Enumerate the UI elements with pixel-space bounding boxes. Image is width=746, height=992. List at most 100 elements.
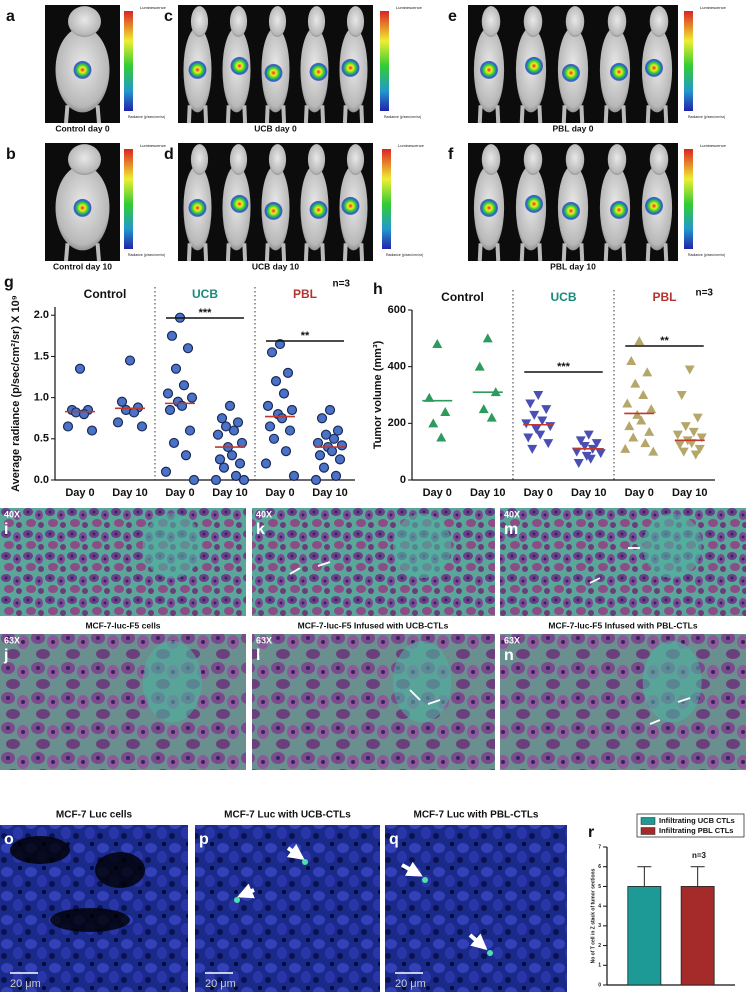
y-tick-label: 600 — [388, 304, 406, 316]
data-point — [238, 474, 250, 486]
y-tick-label: 1 — [598, 963, 601, 969]
tumor-signal — [264, 201, 283, 220]
data-point — [644, 426, 655, 436]
mouse-head — [523, 144, 543, 175]
data-point — [316, 413, 328, 424]
x-tick-label: Day 0 — [165, 487, 194, 499]
group-label: PBL — [653, 290, 677, 304]
note: n=3 — [692, 851, 707, 860]
data-point — [541, 405, 552, 415]
scale-label: 20 μm — [10, 978, 41, 990]
data-point — [573, 459, 584, 468]
tumor-signal — [341, 196, 360, 215]
data-point — [591, 439, 602, 449]
mouse-leg — [663, 243, 669, 262]
y-tick-label: 0 — [400, 474, 406, 486]
colorbar-title: Luminescence — [700, 5, 727, 10]
mouse-leg — [359, 243, 365, 262]
colorbar-unit: Radiance (p/sec/cm²/sr) — [128, 253, 165, 257]
data-point — [234, 458, 246, 469]
data-point — [440, 407, 451, 416]
panel-letter: f — [448, 146, 454, 163]
mouse-head — [523, 6, 543, 37]
data-point — [186, 392, 198, 403]
data-point — [638, 390, 649, 399]
histology-caption: MCF-7-luc-F5 Infused with PBL-CTLs — [548, 620, 697, 630]
mouse-leg — [663, 105, 669, 124]
panel-letter: b — [6, 146, 16, 163]
histology-image — [0, 634, 246, 770]
data-point — [674, 440, 685, 450]
data-point — [474, 361, 485, 371]
legend-label: Infiltrating UCB CTLs — [659, 816, 735, 825]
data-point — [690, 450, 701, 460]
data-point — [164, 404, 176, 416]
y-tick-label: 3 — [598, 923, 601, 929]
y-tick-label: 2.0 — [34, 309, 49, 321]
panel-letter: h — [373, 281, 383, 298]
tumor-signal — [480, 60, 498, 79]
mouse-head — [565, 6, 585, 37]
y-axis-label: Tumor volume (mm³) — [372, 340, 384, 449]
histology-image — [500, 508, 746, 616]
group-label: UCB — [192, 287, 218, 301]
data-point — [86, 425, 98, 436]
colorbar — [380, 11, 389, 111]
mouse-leg — [320, 105, 326, 124]
x-tick-label: Day 10 — [212, 487, 247, 499]
mouse-leg — [477, 105, 483, 124]
panel-letter: k — [256, 521, 265, 538]
data-point — [626, 356, 637, 365]
x-tick-label: Day 0 — [524, 487, 553, 499]
data-point — [478, 404, 489, 414]
data-point — [624, 421, 635, 431]
data-point — [642, 367, 653, 377]
data-point — [128, 407, 140, 418]
y-tick-label: 7 — [598, 844, 601, 850]
bar — [627, 886, 662, 986]
x-tick-label: Day 10 — [672, 487, 707, 499]
tumor-signal — [230, 194, 249, 213]
x-tick-label: Day 0 — [265, 487, 294, 499]
significance: *** — [199, 307, 213, 319]
data-point — [686, 439, 697, 449]
mouse-leg — [579, 243, 585, 262]
tumor-signal — [309, 200, 328, 219]
data-point — [264, 421, 276, 432]
mouse-head — [481, 144, 501, 175]
data-point — [282, 367, 294, 379]
mouse-head — [268, 6, 287, 37]
mouse-head — [307, 6, 326, 37]
data-point — [310, 474, 322, 486]
data-point — [268, 433, 280, 444]
significance: *** — [557, 361, 571, 373]
tissue-stroma — [392, 640, 452, 723]
mouse-caption: Control day 10 — [53, 261, 112, 271]
data-point — [620, 443, 631, 453]
histology-image — [252, 508, 495, 616]
panel-letter: l — [256, 647, 260, 664]
group-label: UCB — [551, 290, 577, 304]
mouse-leg — [645, 243, 651, 262]
mouse-leg — [242, 243, 248, 262]
panel-letter: m — [504, 521, 518, 538]
arrow — [427, 699, 441, 705]
mouse-head — [68, 6, 101, 37]
x-tick-label: Day 10 — [470, 487, 505, 499]
panel-letter: q — [389, 831, 399, 848]
mouse-head — [190, 144, 209, 175]
mouse-head — [229, 144, 248, 175]
panel-letter: g — [4, 274, 14, 291]
mouse-head — [307, 144, 326, 175]
note: n=3 — [332, 279, 350, 290]
mouse-leg — [621, 243, 627, 262]
data-point — [482, 333, 493, 343]
y-tick-label: 5 — [598, 884, 601, 890]
data-point — [228, 425, 240, 436]
ctl-signal — [422, 877, 428, 883]
legend-swatch — [640, 827, 656, 835]
mouse-leg — [537, 105, 543, 124]
data-point — [535, 430, 546, 440]
tumor-signal — [73, 198, 92, 217]
colorbar-title: Luminescence — [398, 143, 425, 148]
